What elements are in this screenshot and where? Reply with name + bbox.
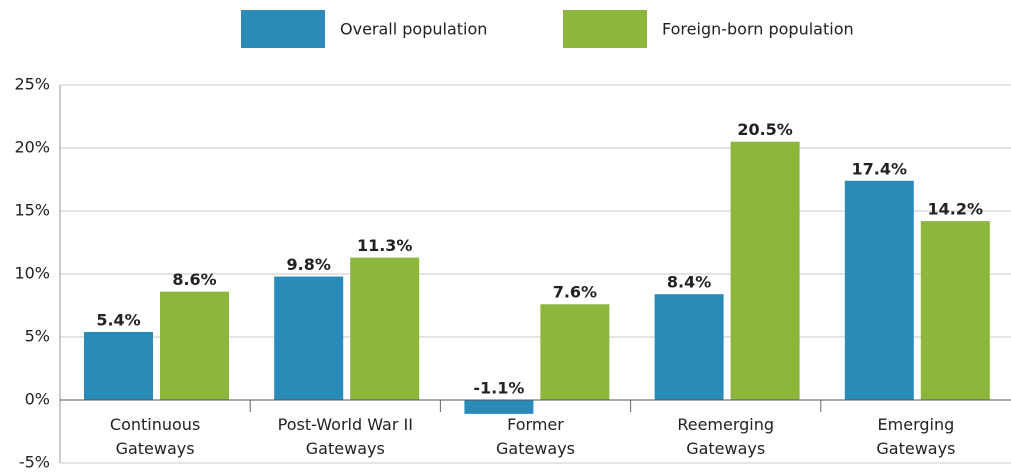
y-tick-label: 15% bbox=[14, 201, 50, 220]
y-tick-label: 0% bbox=[25, 390, 50, 409]
x-tick-line: Former bbox=[507, 415, 564, 434]
bar bbox=[844, 180, 914, 400]
value-label: 8.4% bbox=[667, 273, 711, 292]
y-tick-label: 20% bbox=[14, 138, 50, 157]
x-tick-label: Emerging Gateways bbox=[876, 415, 955, 458]
x-tick-line: Reemerging bbox=[677, 415, 774, 434]
value-label: 17.4% bbox=[852, 159, 908, 178]
bar bbox=[274, 276, 344, 400]
y-tick-label: 5% bbox=[25, 327, 50, 346]
value-label: -1.1% bbox=[473, 379, 524, 398]
bar bbox=[84, 331, 153, 400]
value-label: 20.5% bbox=[737, 120, 793, 139]
bar bbox=[464, 400, 534, 414]
y-tick-label: -5% bbox=[19, 453, 50, 472]
value-label: 5.4% bbox=[96, 310, 140, 329]
value-label: 11.3% bbox=[357, 236, 413, 255]
x-tick-label: Former Gateways bbox=[496, 415, 575, 458]
legend-label: Overall population bbox=[340, 20, 487, 39]
value-label: 8.6% bbox=[172, 270, 216, 289]
x-tick-line: Emerging bbox=[878, 415, 955, 434]
x-tick-label: Continuous Gateways bbox=[110, 415, 200, 458]
bar bbox=[160, 291, 229, 400]
legend-label: Foreign-born population bbox=[662, 20, 854, 39]
bar bbox=[920, 221, 990, 400]
legend-swatch bbox=[563, 10, 647, 48]
legend-swatch bbox=[241, 10, 325, 48]
x-tick-line: Gateways bbox=[686, 439, 765, 458]
bar bbox=[654, 294, 724, 400]
value-label: 7.6% bbox=[553, 283, 597, 302]
x-tick-line: Gateways bbox=[306, 439, 385, 458]
bar bbox=[540, 304, 610, 400]
x-tick-line: Post-World War II bbox=[278, 415, 413, 434]
x-tick-line: Continuous bbox=[110, 415, 200, 434]
y-tick-label: 10% bbox=[14, 264, 50, 283]
x-tick-label: Post-World War II Gateways bbox=[278, 415, 413, 458]
bar bbox=[730, 141, 800, 400]
x-tick-label: Reemerging Gateways bbox=[677, 415, 774, 458]
value-label: 9.8% bbox=[287, 255, 331, 274]
bar bbox=[350, 257, 420, 400]
value-label: 14.2% bbox=[928, 200, 984, 219]
y-tick-label: 25% bbox=[14, 75, 50, 94]
x-tick-line: Gateways bbox=[116, 439, 195, 458]
x-tick-line: Gateways bbox=[496, 439, 575, 458]
x-tick-line: Gateways bbox=[876, 439, 955, 458]
